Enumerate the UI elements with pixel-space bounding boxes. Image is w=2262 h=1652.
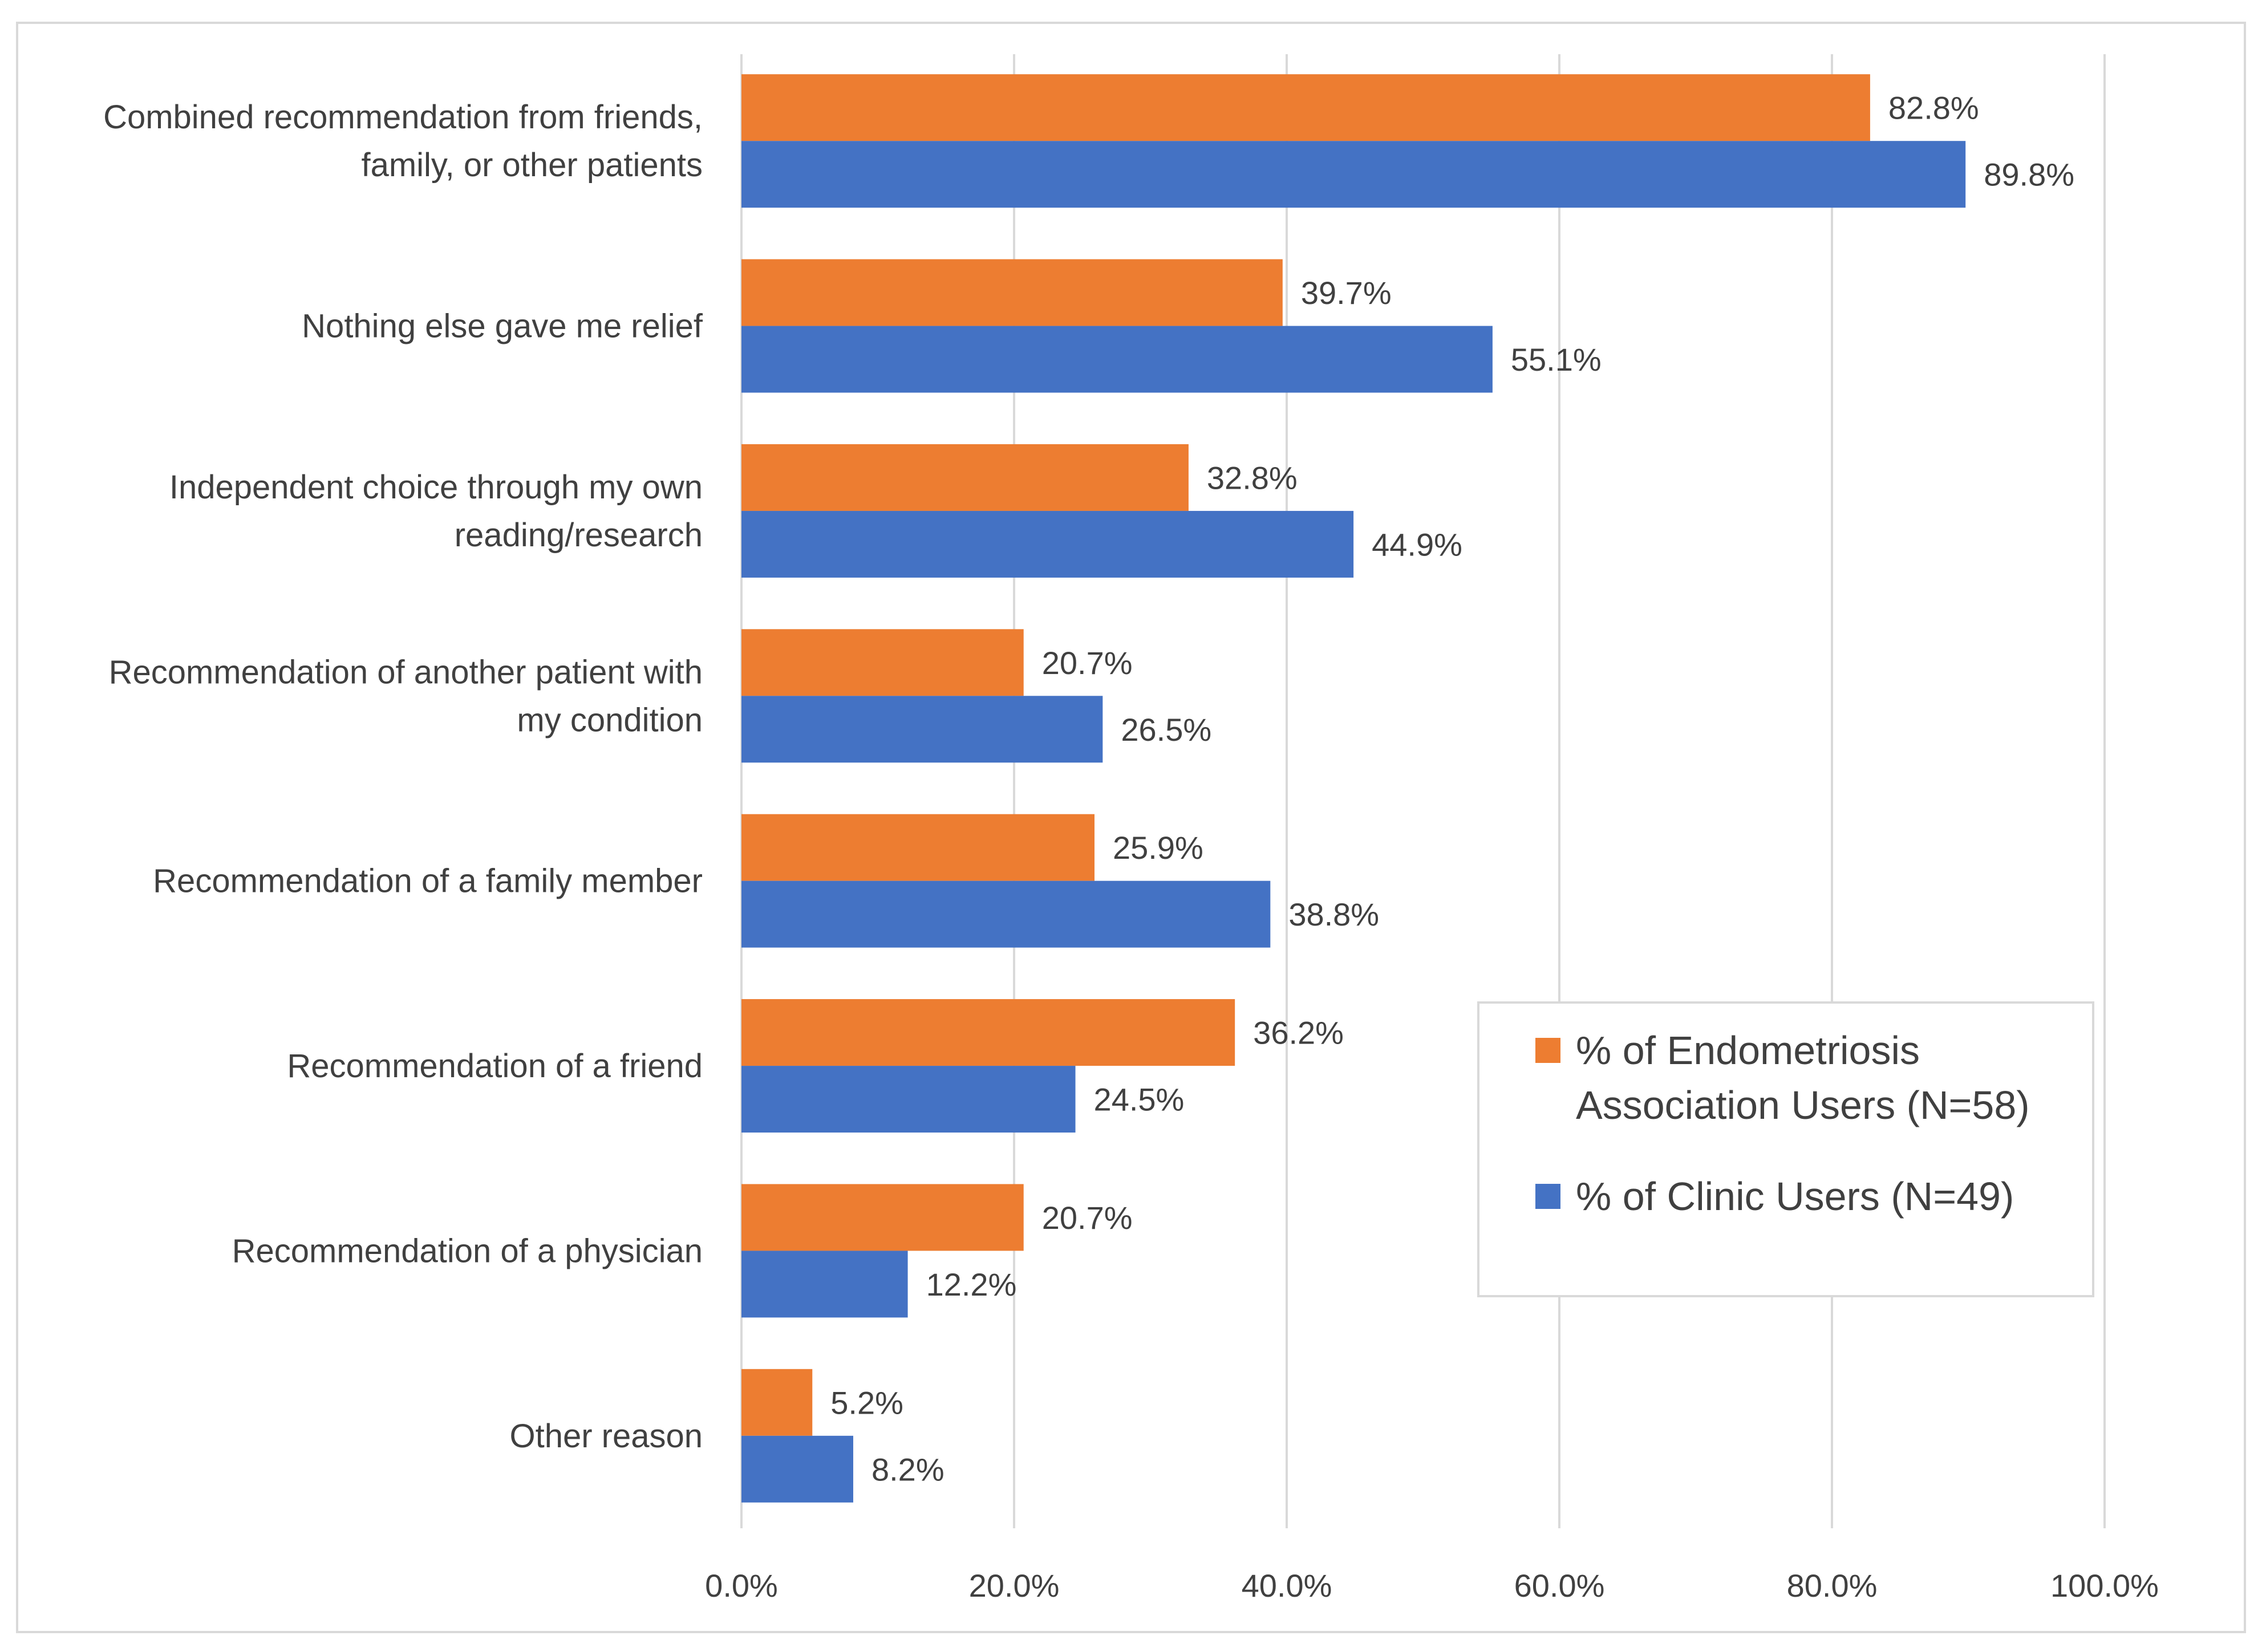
category-label: Other reason: [509, 1418, 703, 1455]
category-label: Recommendation of a family member: [153, 863, 703, 900]
category-label: reading/research: [455, 517, 703, 554]
bar-association: [741, 814, 1095, 881]
category-label: Recommendation of a physician: [232, 1232, 703, 1269]
data-label: 24.5%: [1094, 1082, 1185, 1118]
legend-box: [1477, 1001, 2094, 1297]
x-tick-label: 80.0%: [1787, 1568, 1878, 1604]
x-tick-label: 40.0%: [1242, 1568, 1332, 1604]
category-label: Recommendation of another patient with: [109, 654, 703, 691]
x-tick-label: 20.0%: [969, 1568, 1060, 1604]
x-tick-label: 0.0%: [705, 1568, 778, 1604]
data-label: 39.7%: [1301, 275, 1392, 311]
bar-association: [741, 999, 1235, 1066]
bar-association: [741, 259, 1283, 326]
category-label: family, or other patients: [361, 147, 703, 184]
legend-label: Association Users (N=58): [1576, 1083, 2030, 1127]
data-label: 8.2%: [871, 1451, 944, 1487]
legend-swatch: [1535, 1038, 1560, 1063]
bar-association: [741, 1184, 1024, 1251]
legend-label: % of Clinic Users (N=49): [1576, 1174, 2014, 1219]
data-label: 36.2%: [1253, 1015, 1344, 1051]
bar-clinic: [741, 1066, 1076, 1133]
data-label: 32.8%: [1207, 460, 1298, 496]
bar-clinic: [741, 141, 1966, 208]
legend-swatch: [1535, 1184, 1560, 1209]
x-tick-label: 100.0%: [2050, 1568, 2159, 1604]
category-label: Combined recommendation from friends,: [103, 99, 703, 136]
data-label: 20.7%: [1042, 645, 1133, 681]
bar-clinic: [741, 326, 1493, 393]
x-tick-label: 60.0%: [1514, 1568, 1605, 1604]
data-label: 26.5%: [1121, 712, 1211, 748]
data-label: 44.9%: [1372, 526, 1462, 562]
bar-association: [741, 444, 1189, 511]
bar-clinic: [741, 880, 1271, 948]
bar-association: [741, 1369, 813, 1436]
bar-association: [741, 74, 1870, 141]
data-label: 89.8%: [1984, 157, 2074, 193]
category-label: my condition: [517, 701, 703, 738]
category-label: Recommendation of a friend: [287, 1048, 703, 1085]
category-label: Nothing else gave me relief: [302, 308, 703, 345]
data-label: 82.8%: [1888, 90, 1979, 126]
bar-clinic: [741, 1435, 853, 1503]
bar-clinic: [741, 696, 1103, 763]
data-label: 25.9%: [1113, 830, 1203, 866]
data-label: 55.1%: [1511, 342, 1602, 378]
chart-border: [16, 22, 2246, 1633]
bar-clinic: [741, 510, 1354, 578]
data-label: 20.7%: [1042, 1200, 1133, 1236]
bar-association: [741, 629, 1024, 696]
legend-label: % of Endometriosis: [1576, 1028, 1920, 1073]
data-label: 38.8%: [1288, 896, 1379, 932]
data-label: 12.2%: [926, 1267, 1017, 1302]
data-label: 5.2%: [830, 1385, 903, 1420]
category-label: Independent choice through my own: [169, 469, 703, 506]
bar-clinic: [741, 1251, 908, 1318]
